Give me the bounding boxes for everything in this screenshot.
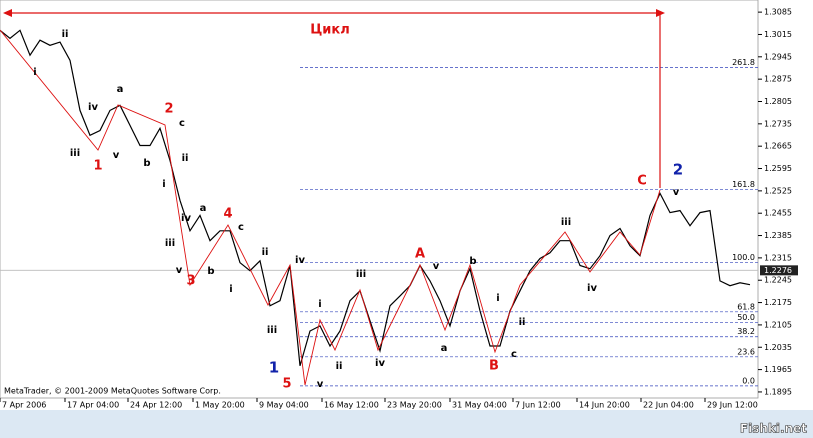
wave-label: c — [179, 118, 185, 129]
footer-band — [0, 410, 813, 438]
x-tick-label: 24 Apr 12:00 — [130, 401, 182, 410]
current-price-box — [760, 265, 798, 276]
x-tick-label: 31 May 04:00 — [452, 401, 507, 410]
wave-label: i — [33, 67, 36, 78]
fib-label: 0.0 — [742, 376, 755, 385]
x-tick-label: 17 Apr 04:00 — [67, 401, 119, 410]
wave-label: i — [318, 299, 321, 310]
fib-label: 38.2 — [737, 327, 755, 336]
fib-label: 50.0 — [737, 313, 755, 322]
wave-label: b — [143, 158, 150, 169]
copyright: MetaTrader, © 2001-2009 MetaQuotes Softw… — [4, 387, 221, 396]
arrow-head — [3, 9, 12, 17]
y-tick-label: 1.3015 — [764, 30, 792, 39]
wave-label: ii — [182, 153, 189, 164]
fib-label: 23.6 — [737, 347, 755, 356]
x-tick-label: 23 May 20:00 — [387, 401, 442, 410]
y-tick-label: 1.2455 — [764, 209, 792, 218]
wave-label: v — [317, 379, 324, 390]
wave-label: v — [673, 187, 680, 198]
y-tick-label: 1.2245 — [764, 276, 792, 285]
wave-label: 4 — [223, 207, 232, 222]
wave-label: v — [176, 265, 183, 276]
x-tick-label: 22 Jun 04:00 — [643, 401, 694, 410]
x-tick-label: 7 Apr 2006 — [2, 401, 46, 410]
wave-label: a — [200, 203, 207, 214]
y-tick-label: 1.2315 — [764, 253, 792, 262]
wave-label: B — [489, 359, 499, 374]
y-tick-label: 1.2105 — [764, 320, 792, 329]
wave-label: iii — [165, 238, 175, 249]
wave-label: iv — [375, 358, 385, 369]
y-tick-label: 1.2805 — [764, 97, 792, 106]
y-tick-label: 1.2385 — [764, 231, 792, 240]
wave-label: a — [441, 343, 448, 354]
x-tick-label: 1 May 20:00 — [195, 401, 245, 410]
wave-label: a — [117, 84, 124, 95]
wave-label: 1 — [269, 359, 279, 377]
y-tick-label: 1.3085 — [764, 8, 792, 17]
wave-label: b — [207, 266, 214, 277]
chart-title: Цикл — [310, 23, 350, 38]
wave-label: 1 — [93, 159, 102, 174]
y-tick-label: 1.2665 — [764, 142, 792, 151]
wave-label: iv — [181, 213, 191, 224]
x-tick-label: 16 May 12:00 — [324, 401, 379, 410]
wave-line — [0, 29, 661, 386]
y-tick-label: 1.2175 — [764, 298, 792, 307]
wave-label: A — [415, 247, 425, 262]
x-tick-label: 14 Jun 20:00 — [579, 401, 630, 410]
wave-label: b — [469, 256, 476, 267]
wave-label: iii — [356, 269, 366, 280]
wave-label: i — [162, 179, 165, 190]
wave-label: iii — [70, 148, 80, 159]
wave-label: ii — [336, 361, 343, 372]
wave-label: iv — [587, 283, 597, 294]
y-tick-label: 1.2735 — [764, 119, 792, 128]
fib-label: 161.8 — [732, 180, 755, 189]
y-tick-label: 1.2525 — [764, 186, 792, 195]
y-tick-label: 1.2945 — [764, 52, 792, 61]
y-tick-label: 1.1895 — [764, 387, 792, 396]
fib-label: 100.0 — [732, 253, 755, 262]
wave-label: 5 — [282, 377, 291, 392]
wave-label: 3 — [186, 274, 195, 289]
fib-label: 261.8 — [732, 58, 755, 67]
fib-label: 61.8 — [737, 302, 755, 311]
wave-label: v — [433, 261, 440, 272]
x-tick-label: 9 May 04:00 — [259, 401, 309, 410]
plot-area — [0, 0, 759, 399]
y-tick-label: 1.2595 — [764, 164, 792, 173]
wave-label: c — [511, 349, 517, 360]
wave-label: 2 — [164, 102, 173, 117]
wave-label: v — [113, 150, 120, 161]
wave-label: 2 — [673, 161, 683, 179]
watermark: Fishki.net — [740, 422, 807, 436]
x-tick-label: 7 Jun 12:00 — [515, 401, 561, 410]
x-tick-label: 29 Jun 12:00 — [707, 401, 758, 410]
wave-label: iii — [561, 217, 571, 228]
wave-label: ii — [519, 317, 526, 328]
y-tick-label: 1.2035 — [764, 343, 792, 352]
wave-label: c — [238, 222, 244, 233]
wave-label: i — [229, 284, 232, 295]
y-tick-label: 1.1965 — [764, 365, 792, 374]
wave-label: ii — [262, 247, 269, 258]
wave-label: C — [637, 174, 647, 189]
wave-label: iv — [295, 255, 305, 266]
wave-label: iv — [88, 102, 98, 113]
wave-label: ii — [62, 29, 69, 40]
wave-label: iii — [267, 325, 277, 336]
current-price-label: 1.2276 — [764, 266, 792, 275]
y-tick-label: 1.2875 — [764, 75, 792, 84]
wave-label: i — [496, 293, 499, 304]
